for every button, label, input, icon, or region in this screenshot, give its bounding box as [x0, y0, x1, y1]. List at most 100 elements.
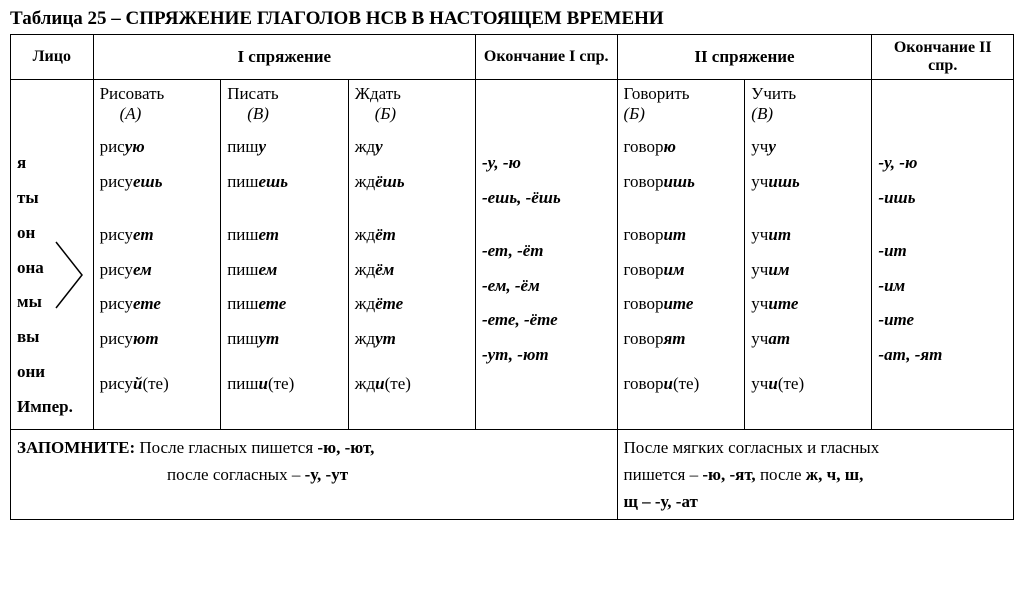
stem: пиш — [227, 374, 258, 393]
ending: ут — [258, 329, 279, 348]
pronoun: ты — [17, 181, 87, 216]
stem: уч — [751, 172, 768, 191]
infinitive: Учить — [751, 84, 796, 103]
footer-left: ЗАПОМНИТЕ: После гласных пишется -ю, -ют… — [11, 429, 618, 520]
note-text: после согласных – — [17, 465, 305, 484]
ending: ят — [663, 329, 685, 348]
stem: рису — [100, 294, 133, 313]
imp-suffix: (те) — [142, 374, 168, 393]
note-text: После гласных пишется — [139, 438, 317, 457]
ending-row: -ите — [878, 303, 1007, 338]
ending: ишь — [663, 172, 694, 191]
stem: уч — [751, 260, 768, 279]
th-end2: Окончание II спр. — [872, 35, 1014, 80]
th-end1: Окончание I спр. — [475, 35, 617, 80]
ending: им — [663, 260, 684, 279]
stem: говор — [624, 329, 664, 348]
verb-column-1: Рисовать (А) рисую рисуешь рисует рисуем… — [93, 80, 221, 430]
stem: уч — [751, 374, 768, 393]
stem: жд — [355, 260, 375, 279]
ending: ём — [375, 260, 394, 279]
verb-class: (Б) — [355, 104, 396, 124]
imp-suffix: (те) — [673, 374, 699, 393]
ending: у — [258, 137, 266, 156]
pronoun: я — [17, 146, 87, 181]
ending: ет — [133, 225, 154, 244]
ending: ит — [663, 225, 686, 244]
ending: ите — [663, 294, 693, 313]
pronoun: они — [17, 355, 87, 390]
verb-column-2: Писать (В) пишу пишешь пишет пишем пишет… — [221, 80, 349, 430]
ending: им — [768, 260, 789, 279]
ending-row: -ешь, -ёшь — [482, 181, 611, 216]
ending-row: -у, -ю — [482, 146, 611, 181]
ending: ешь — [133, 172, 162, 191]
stem: жд — [355, 374, 375, 393]
ending: ет — [258, 225, 279, 244]
stem: говор — [624, 137, 664, 156]
pronoun: вы — [17, 320, 87, 355]
ending: ит — [768, 225, 791, 244]
pronoun: Импер. — [17, 390, 87, 425]
ending: ат — [768, 329, 790, 348]
ending-row: -ете, -ёте — [482, 303, 611, 338]
stem: рису — [100, 329, 133, 348]
ending: ете — [133, 294, 161, 313]
imp-suffix: (те) — [268, 374, 294, 393]
infinitive: Рисовать — [100, 84, 165, 103]
ending-row: -ит — [878, 234, 1007, 269]
verb-class: (В) — [751, 104, 773, 123]
ending: ут — [375, 329, 396, 348]
endings-column-2: -у, -ю -ишь -ит -им -ите -ат, -ят — [872, 80, 1014, 430]
stem: говор — [624, 260, 664, 279]
imp-suffix: (те) — [385, 374, 411, 393]
ending: и — [663, 374, 672, 393]
ending-row: -ет, -ёт — [482, 234, 611, 269]
stem: жд — [355, 294, 375, 313]
note-text: После мягких согласных и гласных — [624, 438, 880, 457]
header-row: Лицо I спряжение Окончание I спр. II спр… — [11, 35, 1014, 80]
verb-column-5: Учить (В) учу учишь учит учим учите учат… — [745, 80, 872, 430]
note-label: ЗАПОМНИТЕ: — [17, 438, 135, 457]
ending: ю — [663, 137, 675, 156]
stem: жд — [355, 225, 375, 244]
note-endings: -ю, -ют, — [317, 438, 374, 457]
ending: ёт — [375, 225, 396, 244]
note-endings: -у, -ут — [305, 465, 348, 484]
verb-class: (Б) — [624, 104, 645, 123]
infinitive: Ждать — [355, 84, 401, 103]
stem: говор — [624, 294, 664, 313]
stem: рису — [100, 172, 133, 191]
ending: и — [768, 374, 777, 393]
stem: рису — [100, 260, 133, 279]
table-title: Таблица 25 – СПРЯЖЕНИЕ ГЛАГОЛОВ НСВ В НА… — [10, 8, 1014, 30]
stem: пиш — [227, 294, 258, 313]
stem: уч — [751, 329, 768, 348]
stem: рис — [100, 137, 125, 156]
th-conj1: I спряжение — [93, 35, 475, 80]
ending-row: -у, -ю — [878, 146, 1007, 181]
footer-right: После мягких согласных и гласных пишется… — [617, 429, 1014, 520]
stem: рису — [100, 225, 133, 244]
verb-column-3: Ждать (Б) жду ждёшь ждёт ждём ждёте ждут… — [348, 80, 475, 430]
stem: рису — [100, 374, 133, 393]
ending: у — [375, 137, 383, 156]
th-person: Лицо — [11, 35, 94, 80]
ending: и — [375, 374, 384, 393]
ending-row: -ишь — [878, 181, 1007, 216]
ending: у — [768, 137, 776, 156]
stem: пиш — [227, 329, 258, 348]
ending: и — [258, 374, 267, 393]
th-conj2: II спряжение — [617, 35, 872, 80]
ending: ую — [125, 137, 145, 156]
stem: уч — [751, 225, 768, 244]
endings-column-1: -у, -ю -ешь, -ёшь -ет, -ёт -ем, -ём -ете… — [475, 80, 617, 430]
conjugation-table: Лицо I спряжение Окончание I спр. II спр… — [10, 34, 1014, 520]
stem: говор — [624, 225, 664, 244]
ending: ите — [768, 294, 798, 313]
ending: ем — [133, 260, 152, 279]
note-endings: -ю, -ят, — [702, 465, 755, 484]
infinitive: Писать — [227, 84, 278, 103]
imp-suffix: (те) — [778, 374, 804, 393]
stem: пиш — [227, 260, 258, 279]
